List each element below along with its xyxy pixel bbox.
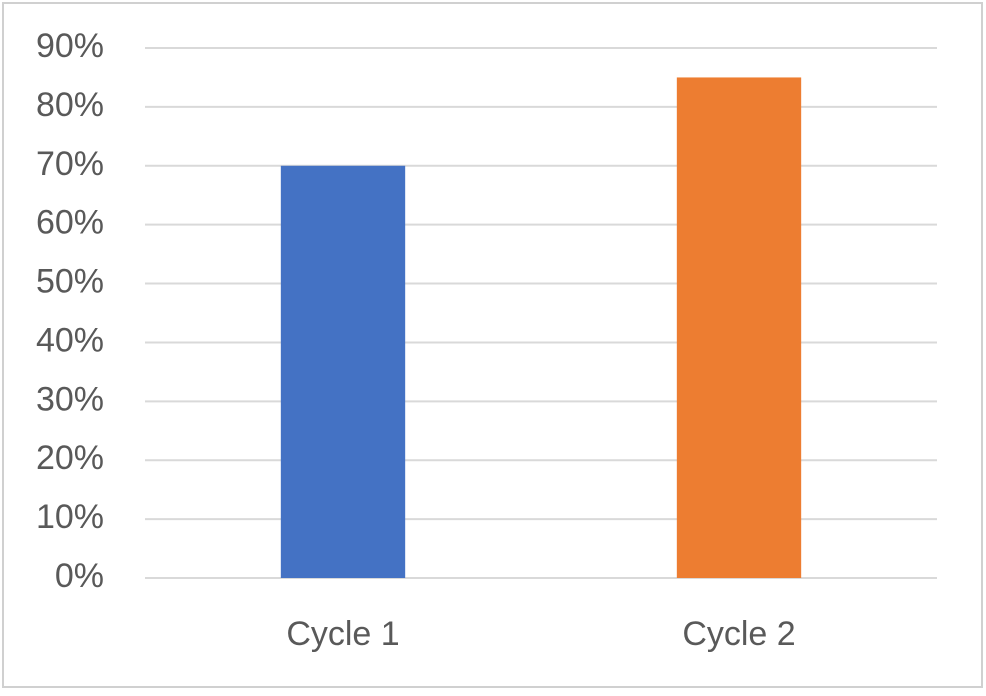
y-tick-label: 10% xyxy=(36,498,104,536)
bar xyxy=(676,77,802,578)
y-tick-label: 0% xyxy=(55,557,104,595)
x-tick-label: Cycle 1 xyxy=(286,615,399,653)
y-tick-label: 50% xyxy=(36,263,104,301)
y-tick-label: 80% xyxy=(36,86,104,124)
bar xyxy=(280,165,406,578)
y-tick-label: 90% xyxy=(36,27,104,65)
y-tick-label: 20% xyxy=(36,439,104,477)
y-tick-label: 70% xyxy=(36,145,104,183)
x-tick-label: Cycle 2 xyxy=(682,615,795,653)
y-tick-label: 30% xyxy=(36,380,104,418)
y-tick-label: 60% xyxy=(36,204,104,242)
y-tick-label: 40% xyxy=(36,321,104,359)
